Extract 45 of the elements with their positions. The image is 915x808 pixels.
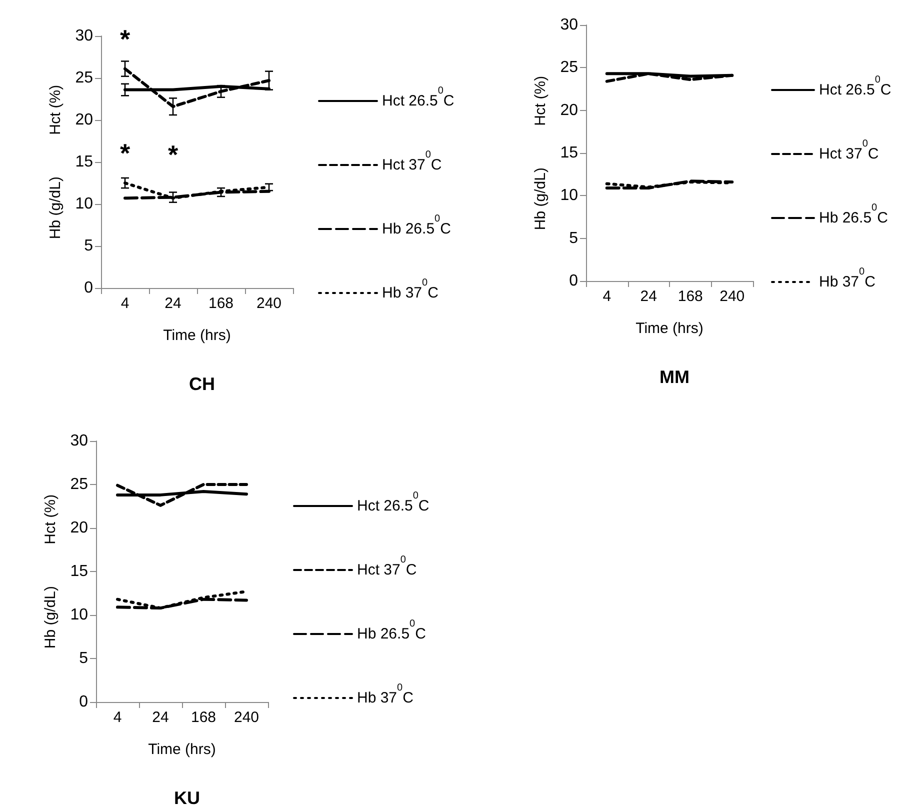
y-tick-label: 10	[560, 187, 578, 204]
y-tick-label: 30	[75, 28, 94, 44]
y-tick-label: 20	[70, 520, 88, 536]
y-tick-label: 20	[75, 112, 94, 128]
x-axis-title: Time (hrs)	[163, 327, 231, 344]
y-tick-label: 5	[569, 230, 578, 247]
x-axis-title: Time (hrs)	[148, 741, 216, 758]
annotation: *	[120, 138, 131, 168]
text: CH	[189, 374, 215, 394]
x-tick-label: 4	[602, 288, 612, 305]
y-tick-label: 25	[70, 476, 88, 493]
y-tick-label: 25	[560, 59, 578, 76]
y-axis-title: Hb (g/dL) Hct (%)	[532, 76, 549, 230]
x-tick-label: 240	[234, 709, 260, 726]
x-tick-label: 240	[720, 288, 745, 305]
x-axis-title: Time (hrs)	[636, 320, 704, 337]
y-tick-label: 25	[75, 70, 94, 86]
y-tick-label: 30	[560, 16, 578, 34]
y-tick-label: 0	[569, 272, 578, 290]
y-tick-label: 10	[70, 606, 88, 624]
y-tick-label: 15	[75, 154, 94, 170]
x-tick-label: 168	[190, 709, 216, 726]
text: KU	[174, 788, 200, 808]
y-tick-label: 0	[84, 280, 94, 296]
x-tick-label: 168	[208, 295, 234, 312]
x-tick-label: 24	[164, 295, 182, 312]
x-tick-label: 4	[120, 295, 130, 312]
y-tick-label: 5	[79, 650, 88, 667]
annotation: *	[120, 24, 131, 54]
y-tick-label: 15	[70, 563, 88, 580]
x-tick-label: 4	[113, 709, 122, 726]
x-tick-label: 24	[152, 709, 169, 726]
y-axis-title: Hb (g/dL) Hct (%)	[42, 494, 59, 649]
y-tick-label: 15	[560, 144, 578, 162]
text: MM	[660, 367, 690, 387]
y-tick-label: 5	[84, 238, 94, 254]
y-tick-label: 10	[75, 196, 94, 212]
x-tick-label: 168	[678, 288, 703, 305]
y-axis-title: Hb (g/dL) Hct (%)	[47, 84, 64, 240]
x-tick-label: 24	[640, 288, 657, 305]
annotation: *	[168, 140, 179, 170]
y-tick-label: 30	[70, 432, 88, 450]
y-tick-label: 20	[560, 102, 578, 119]
x-tick-label: 240	[256, 295, 282, 312]
y-tick-label: 0	[79, 694, 88, 710]
